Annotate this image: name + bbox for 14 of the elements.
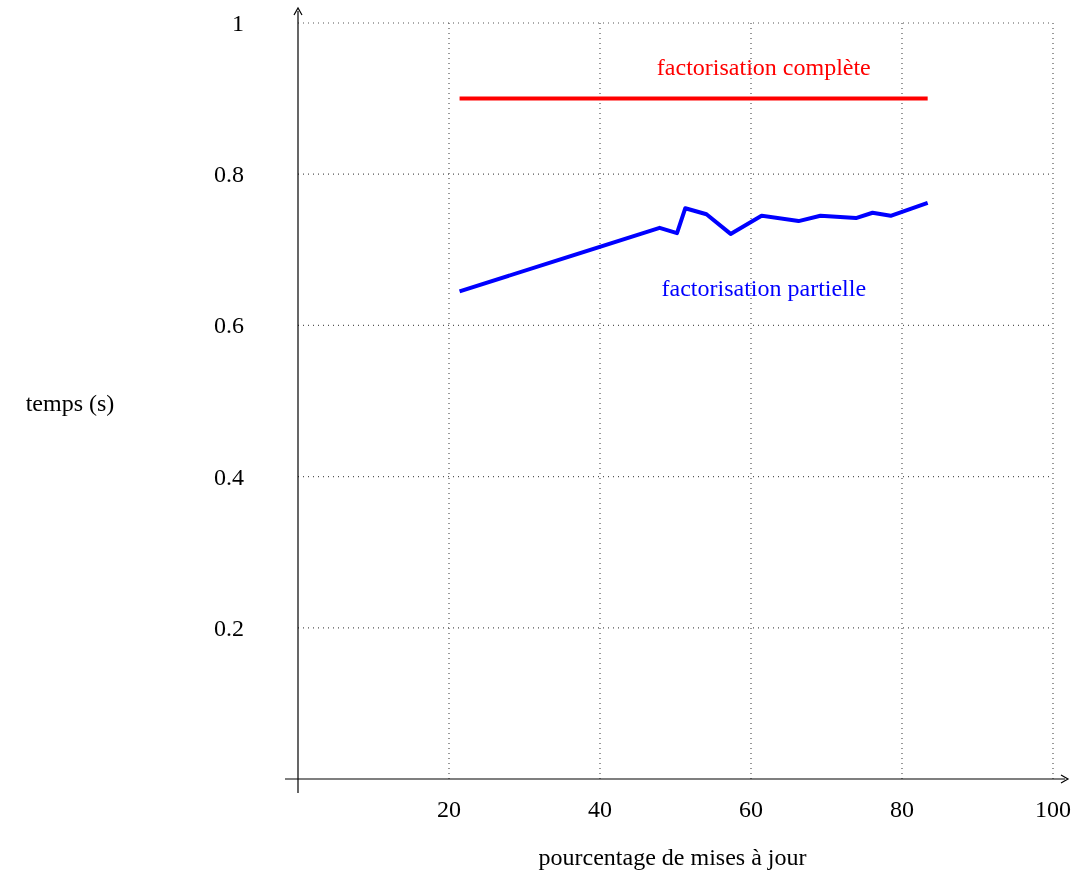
x-tick-label: 60	[739, 796, 763, 822]
y-tick-label: 0.2	[214, 614, 244, 641]
series-label: factorisation complète	[656, 53, 871, 80]
series-label: factorisation partielle	[661, 275, 867, 302]
y-tick-label: 0.4	[214, 463, 244, 490]
y-axis-title: temps (s)	[25, 390, 115, 416]
y-tick-label: 1	[232, 10, 244, 36]
y-tick-label: 0.6	[214, 312, 244, 339]
x-tick-label: 40	[588, 796, 612, 822]
y-tick-label: 0.8	[214, 161, 244, 188]
x-tick-label: 20	[437, 796, 461, 822]
x-tick-label: 80	[890, 796, 914, 822]
x-axis-title: pourcentage de mises à jour	[538, 844, 807, 870]
x-tick-label: 100	[1035, 796, 1071, 822]
